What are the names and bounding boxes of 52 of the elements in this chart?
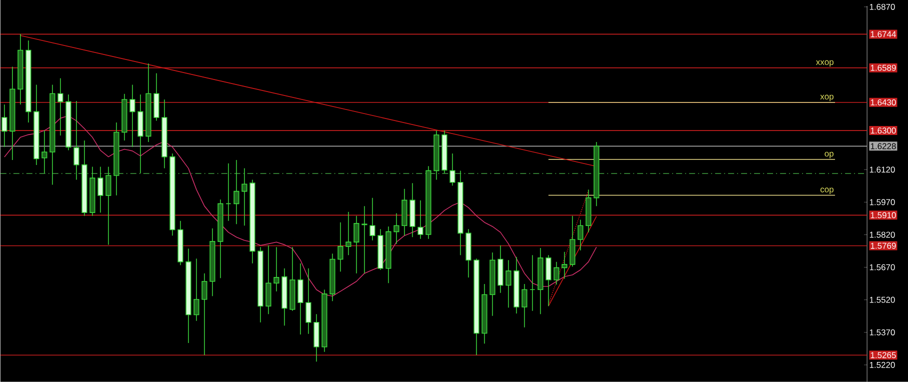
candlestick [74,100,80,180]
candlestick [450,153,456,186]
ref-line-label: xop [820,94,834,102]
candlestick [130,84,136,148]
candlestick [530,254,536,312]
candlestick [98,166,104,213]
candlestick [562,251,568,280]
ref-line-label: 1.6228 [870,143,896,150]
candlestick [370,197,376,241]
candlestick [274,246,280,292]
candlestick [234,160,240,224]
ref-line-label: 1.6300 [870,128,896,134]
ref-line-label: op [824,152,834,158]
candlestick [58,78,64,136]
candlestick [106,166,112,246]
y-tick-label: 1.5370 [870,329,895,336]
candlestick [522,284,528,328]
candlestick [306,268,312,334]
candlestick [394,212,400,244]
candlestick [338,222,344,272]
y-tick-label: 1.6120 [870,166,895,173]
ref-line-label: 1.6589 [870,64,896,71]
y-tick-label: 1.5820 [870,232,895,238]
ref-line-label: 1.6744 [870,31,896,38]
candlestick [362,206,368,274]
y-tick-label: 1.5520 [870,296,895,303]
candlestick [194,258,200,322]
candlestick [354,215,360,274]
candlestick [578,219,584,251]
ref-line-label: 1.5265 [870,352,896,358]
y-tick-label: 1.5670 [870,264,895,270]
candlestick [554,261,560,285]
candlestick [546,254,552,306]
candlestick [346,212,352,256]
candlestick [202,272,208,356]
ref-line-label: 1.5910 [870,212,896,218]
candlestick [242,168,248,226]
ref-line-label: 1.5769 [870,242,896,249]
y-tick-label: 1.5220 [870,362,895,368]
candlestick [2,104,8,148]
ref-line-label: 1.6430 [870,99,896,106]
candlestick [226,162,232,222]
y-tick-label: 1.6870 [870,4,895,10]
candlestick [266,244,272,315]
ref-line-label: cop [820,188,834,194]
annotation: xxop [816,60,834,67]
candlestick [506,260,512,308]
y-tick-label: 1.5970 [870,199,895,206]
candlestick [418,200,424,240]
candlestick [298,262,304,335]
candlestick [154,72,160,122]
candlestick [42,130,48,174]
